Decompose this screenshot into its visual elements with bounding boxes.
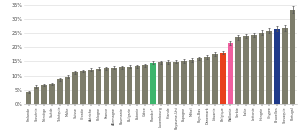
Bar bbox=[290, 10, 296, 104]
Bar bbox=[228, 43, 233, 104]
Bar bbox=[196, 58, 202, 104]
Bar bbox=[189, 60, 194, 104]
Bar bbox=[88, 70, 94, 104]
Bar bbox=[236, 37, 241, 104]
Bar bbox=[181, 61, 187, 104]
Bar bbox=[96, 69, 101, 104]
Bar bbox=[41, 85, 47, 104]
Bar bbox=[173, 62, 179, 104]
Bar bbox=[166, 62, 171, 104]
Bar bbox=[119, 67, 124, 104]
Bar bbox=[65, 77, 70, 104]
Bar bbox=[26, 92, 32, 104]
Bar bbox=[243, 36, 249, 104]
Bar bbox=[142, 65, 148, 104]
Bar bbox=[73, 72, 78, 104]
Bar bbox=[49, 84, 55, 104]
Bar bbox=[204, 57, 210, 104]
Bar bbox=[80, 71, 86, 104]
Bar bbox=[259, 32, 264, 104]
Bar bbox=[57, 79, 62, 104]
Bar bbox=[220, 53, 226, 104]
Bar bbox=[274, 29, 280, 104]
Bar bbox=[266, 31, 272, 104]
Bar bbox=[282, 28, 288, 104]
Bar bbox=[212, 54, 218, 104]
Bar bbox=[127, 67, 132, 104]
Bar bbox=[158, 62, 164, 104]
Bar bbox=[251, 35, 256, 104]
Bar bbox=[135, 67, 140, 104]
Bar bbox=[150, 63, 156, 104]
Bar bbox=[103, 69, 109, 104]
Bar bbox=[111, 68, 117, 104]
Bar bbox=[34, 87, 39, 104]
